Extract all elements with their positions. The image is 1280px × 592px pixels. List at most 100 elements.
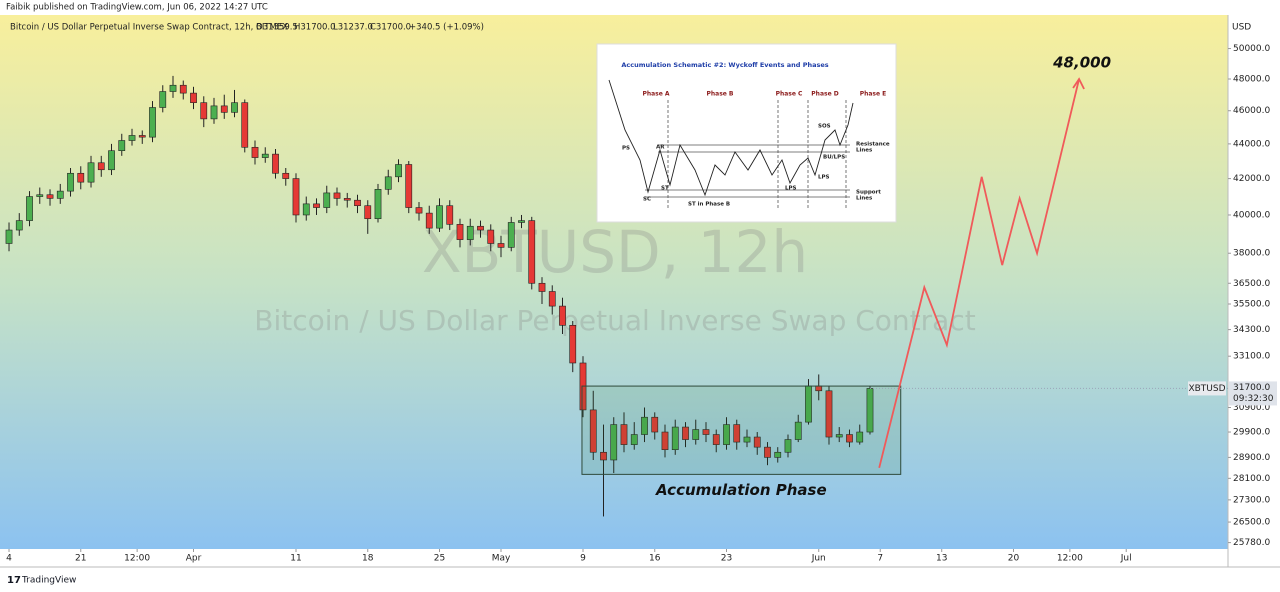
candle-body — [364, 205, 372, 220]
currency: USD — [1232, 23, 1251, 33]
event-label: LPS — [818, 175, 830, 181]
candle-body — [466, 225, 474, 240]
candle-body — [487, 229, 495, 244]
y-tick-label: 35500.0 — [1233, 299, 1270, 309]
candle-body — [507, 222, 515, 248]
candle-body — [87, 162, 95, 183]
candle-body — [138, 135, 146, 138]
high: H31700.0 — [294, 23, 336, 33]
candle-body — [415, 207, 423, 214]
watermark: XBTUSD, 12h — [422, 218, 808, 286]
candle-body — [15, 220, 23, 231]
candle-body — [200, 102, 208, 120]
change: +340.5 (+1.09%) — [409, 23, 484, 33]
y-tick-label: 28100.0 — [1233, 474, 1270, 484]
candle-body — [272, 153, 279, 174]
candle-body — [282, 172, 290, 179]
x-tick-label: Jun — [811, 554, 826, 564]
candle-body — [518, 220, 525, 223]
candle-body — [169, 84, 177, 92]
inset-title: Accumulation Schematic #2: Wyckoff Event… — [621, 61, 828, 69]
candle-body — [149, 107, 156, 138]
brand: TradingView — [21, 576, 76, 586]
footer: 17 TradingView — [7, 575, 76, 586]
y-tick-label: 38000.0 — [1233, 249, 1270, 259]
candle-body — [497, 243, 505, 248]
candle-body — [241, 102, 249, 148]
candle-body — [323, 192, 331, 208]
support-label: Lines — [856, 196, 873, 202]
y-tick-label: 50000.0 — [1233, 44, 1270, 54]
wyckoff-inset: Accumulation Schematic #2: Wyckoff Event… — [596, 43, 897, 223]
candle-body — [354, 199, 361, 207]
x-tick-label: 25 — [434, 554, 445, 564]
event-label: ST — [661, 186, 669, 192]
candle-body — [67, 172, 74, 192]
candle-body — [733, 424, 741, 443]
candle-body — [774, 451, 782, 458]
legend: Bitcoin / US Dollar Perpetual Inverse Sw… — [10, 23, 484, 33]
candle-body — [743, 436, 751, 443]
candle-body — [343, 198, 351, 201]
resistance-label: Resistance — [856, 142, 890, 148]
candle-body — [97, 162, 105, 171]
event-label: AR — [656, 145, 665, 151]
symbol-tag — [1188, 381, 1226, 396]
logo: 17 — [7, 575, 21, 586]
candle-body — [825, 390, 833, 438]
price-tag — [1229, 381, 1277, 406]
candle-body — [620, 424, 628, 445]
low: L31237.0 — [333, 23, 373, 33]
candle-body — [159, 91, 167, 108]
candle-body — [651, 416, 659, 433]
candle-body — [764, 446, 771, 458]
x-tick-label: 20 — [1008, 554, 1020, 564]
candle-body — [405, 164, 413, 208]
candle-body — [302, 203, 310, 216]
phase-label: Phase B — [706, 91, 733, 98]
y-tick-label: 25780.0 — [1233, 538, 1270, 548]
candle-body — [856, 431, 864, 443]
x-tick-label: Apr — [186, 554, 202, 564]
phase-label: Phase E — [860, 91, 887, 98]
candle-body — [723, 424, 730, 445]
candle-body — [682, 426, 689, 440]
candle-body — [702, 429, 710, 435]
x-tick-label: 9 — [580, 554, 586, 564]
projection-line — [878, 78, 1080, 469]
x-tick-label: 21 — [75, 554, 86, 564]
candle-body — [5, 229, 13, 244]
y-tick-label: 40000.0 — [1233, 210, 1270, 220]
candle-body — [753, 436, 761, 448]
event-label: SC — [643, 197, 651, 203]
candle-body — [333, 192, 341, 199]
candle-body — [671, 426, 679, 450]
x-tick-label: Jul — [1120, 554, 1132, 564]
candle-body — [641, 416, 648, 435]
event-label: SOS — [818, 124, 831, 130]
countdown-label: 09:32:30 — [1233, 394, 1274, 404]
candle-body — [548, 291, 556, 307]
x-tick-label: 12:00 — [1057, 554, 1083, 564]
event-label: BU/LPS — [823, 155, 845, 161]
publisher: Faibik published on TradingView.com, Jun… — [6, 3, 268, 13]
candle-body — [794, 421, 802, 440]
range-label: Accumulation Phase — [655, 481, 827, 499]
symbol: Bitcoin / US Dollar Perpetual Inverse Sw… — [10, 23, 288, 33]
range-box — [581, 385, 902, 475]
candle-body — [118, 140, 126, 151]
candle-body — [36, 194, 44, 197]
projection-arrow — [1072, 77, 1085, 90]
candle-body — [835, 434, 843, 438]
watermark: Bitcoin / US Dollar Perpetual Inverse Sw… — [254, 304, 975, 337]
x-tick-label: 16 — [649, 554, 661, 564]
open: O31359.5 — [256, 23, 298, 33]
candle-body — [446, 205, 454, 225]
candle-body — [128, 135, 136, 141]
close: C31700.0 — [370, 23, 411, 33]
candle-body — [251, 146, 259, 158]
candle-body — [589, 409, 597, 453]
x-tick-label: May — [492, 554, 511, 564]
candle-body — [190, 92, 197, 103]
phase-label: Phase A — [642, 91, 669, 98]
